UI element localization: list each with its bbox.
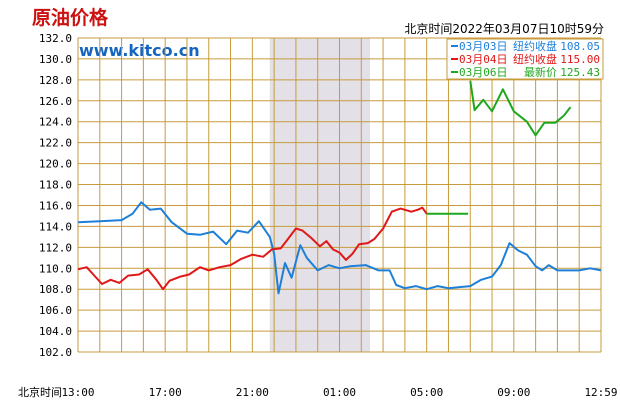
y-tick-label: 128.0 (39, 74, 72, 87)
y-tick-label: 102.0 (39, 346, 72, 359)
y-tick-label: 108.0 (39, 283, 72, 296)
y-tick-label: 118.0 (39, 179, 72, 192)
series-line-2-b (469, 80, 572, 137)
y-tick-label: 124.0 (39, 116, 72, 129)
x-tick-label: 01:00 (323, 386, 356, 399)
legend-value: 115.00 (560, 53, 600, 66)
shaded-closed-hours (269, 38, 371, 352)
legend-label: 最新价 (524, 65, 557, 79)
legend-date: 03月04日 (459, 53, 508, 66)
y-tick-label: 120.0 (39, 158, 72, 171)
x-tick-label: 05:00 (410, 386, 443, 399)
y-tick-label: 112.0 (39, 241, 72, 254)
y-tick-label: 110.0 (39, 262, 72, 275)
y-tick-label: 122.0 (39, 137, 72, 150)
series-line-1 (77, 206, 428, 291)
y-tick-label: 114.0 (39, 220, 72, 233)
legend-value: 108.05 (560, 40, 600, 53)
y-tick-label: 126.0 (39, 95, 72, 108)
site-link[interactable]: www.kitco.cn (79, 41, 200, 60)
chart-title: 原油价格 (32, 7, 109, 29)
legend-box (446, 38, 604, 80)
legend-label: 纽约收盘 (513, 52, 557, 66)
legend-date: 03月03日 (459, 40, 508, 53)
legend-value: 125.43 (560, 66, 600, 79)
series-line-0 (77, 201, 602, 295)
x-tick-label: 17:00 (149, 386, 182, 399)
y-tick-label: 106.0 (39, 304, 72, 317)
y-tick-label: 132.0 (39, 32, 72, 45)
y-tick-label: 130.0 (39, 53, 72, 66)
legend-label: 纽约收盘 (513, 39, 557, 53)
x-tick-label: 北京时间 (18, 385, 62, 399)
x-tick-label: 09:00 (497, 386, 530, 399)
y-tick-label: 116.0 (39, 199, 72, 212)
timestamp: 北京时间2022年03月07日10时59分 (404, 22, 604, 36)
legend-date: 03月06日 (459, 66, 508, 79)
x-tick-label: 13:00 (61, 386, 94, 399)
x-tick-label: 12:59 (584, 386, 617, 399)
y-tick-label: 104.0 (39, 325, 72, 338)
x-tick-label: 21:00 (236, 386, 269, 399)
